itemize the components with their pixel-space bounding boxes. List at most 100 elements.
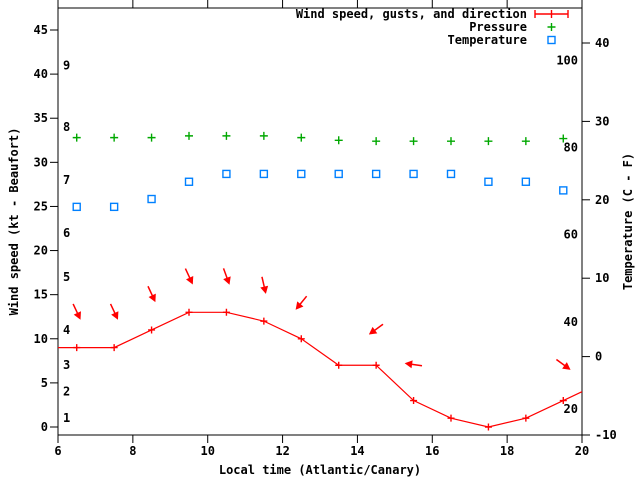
wind-arrow-head xyxy=(186,275,194,285)
pressure-marker xyxy=(334,136,343,145)
beaufort-scale-label: 7 xyxy=(63,173,70,187)
left-tick-label: 25 xyxy=(34,199,48,213)
right-tick-label: 30 xyxy=(595,114,609,128)
pressure-marker xyxy=(72,133,81,142)
temperature-marker xyxy=(521,177,531,186)
x-tick-label: 18 xyxy=(500,444,514,458)
temperature-marker xyxy=(446,169,456,179)
wind-direction-arrow xyxy=(109,303,119,320)
left-axis-title: Wind speed (kt - Beaufort) xyxy=(7,128,21,316)
right-tick-label: -10 xyxy=(595,428,617,442)
legend-label-2: Pressure xyxy=(469,20,527,34)
x-tick-label: 20 xyxy=(575,444,589,458)
wind-speed-marker xyxy=(447,414,455,422)
right-tick-label: 10 xyxy=(595,271,609,285)
x-tick-label: 10 xyxy=(200,444,214,458)
wind-direction-arrow xyxy=(184,268,194,285)
wind-speed-marker xyxy=(484,423,492,431)
wind-direction-arrow xyxy=(147,285,156,303)
right-axis-title: Temperature (C - F) xyxy=(621,153,635,290)
fahrenheit-scale-label: 20 xyxy=(564,402,578,416)
temperature-marker xyxy=(409,169,418,179)
wind-speed-line xyxy=(58,311,583,428)
pressure-marker xyxy=(110,133,119,142)
wind-direction-arrow xyxy=(222,268,231,285)
wind-direction-arrow xyxy=(555,358,571,370)
wind-speed-marker xyxy=(559,397,567,405)
legend-label-3: Temperature xyxy=(448,33,527,47)
pressure-marker xyxy=(297,133,306,142)
pressure-marker xyxy=(484,137,493,146)
temperature-marker xyxy=(371,169,381,179)
temperature-marker xyxy=(259,169,269,179)
beaufort-scale-label: 9 xyxy=(63,58,70,72)
x-tick-label: 14 xyxy=(350,444,364,458)
pressure-marker xyxy=(409,137,418,146)
wind-speed-marker xyxy=(148,326,156,334)
left-tick-label: 20 xyxy=(34,244,48,258)
x-axis-title: Local time (Atlantic/Canary) xyxy=(219,463,421,477)
wind-speed-marker xyxy=(260,317,268,325)
wind-arrow-head xyxy=(295,301,304,310)
x-tick-label: 6 xyxy=(54,444,61,458)
pressure-marker xyxy=(447,137,455,146)
wind-direction-arrow xyxy=(404,360,423,369)
legend-sample-pressure xyxy=(547,23,556,31)
beaufort-scale-label: 8 xyxy=(63,120,70,134)
pressure-marker xyxy=(559,134,568,143)
left-tick-label: 35 xyxy=(34,111,48,125)
wind-speed-marker xyxy=(73,344,81,352)
left-tick-label: 40 xyxy=(34,67,48,81)
plot-border xyxy=(57,7,583,436)
x-tick-label: 16 xyxy=(425,444,439,458)
pressure-marker xyxy=(147,133,156,142)
wind-speed-marker xyxy=(372,361,380,369)
pressure-marker xyxy=(222,131,231,140)
wind-arrow-head xyxy=(148,293,156,303)
beaufort-scale-label: 4 xyxy=(63,323,70,337)
wind-arrow-head xyxy=(404,360,413,369)
wind-speed-marker xyxy=(222,308,230,316)
right-tick-label: 20 xyxy=(595,193,609,207)
fahrenheit-scale-label: 80 xyxy=(564,141,578,155)
x-tick-label: 8 xyxy=(129,444,136,458)
legend-label-1: Wind speed, gusts, and direction xyxy=(296,7,527,21)
left-tick-label: 45 xyxy=(34,23,48,37)
wind-speed-marker xyxy=(185,308,193,316)
beaufort-scale-label: 2 xyxy=(63,385,70,399)
beaufort-scale-label: 3 xyxy=(63,358,70,372)
pressure-marker xyxy=(259,131,268,140)
wind-arrow-head xyxy=(223,276,231,285)
wind-arrow-head xyxy=(111,311,119,320)
fahrenheit-scale-label: 40 xyxy=(564,315,578,329)
temperature-marker xyxy=(109,202,119,212)
wind-direction-arrow xyxy=(72,303,81,320)
temperature-marker xyxy=(297,169,306,179)
beaufort-scale-label: 1 xyxy=(63,411,70,425)
fahrenheit-scale-label: 60 xyxy=(564,228,578,242)
wind-speed-marker xyxy=(410,397,418,405)
wind-speed-marker xyxy=(522,414,530,422)
x-tick-label: 12 xyxy=(275,444,289,458)
temperature-marker xyxy=(72,202,81,212)
wind-arrow-head xyxy=(562,362,571,370)
right-tick-label: 0 xyxy=(595,350,602,364)
temperature-marker xyxy=(484,177,493,186)
legend-sample-temperature xyxy=(547,35,556,45)
fahrenheit-scale-label: 100 xyxy=(556,53,578,67)
wind-arrow-head xyxy=(73,311,81,320)
left-tick-label: 15 xyxy=(34,288,48,302)
wind-direction-arrow xyxy=(368,323,384,335)
left-tick-label: 10 xyxy=(34,332,48,346)
wind-speed-marker xyxy=(297,335,305,343)
wind-direction-arrow xyxy=(295,295,308,310)
temperature-marker xyxy=(559,186,568,195)
pressure-marker xyxy=(372,137,381,146)
wind-arrow-head xyxy=(368,326,378,335)
temperature-marker xyxy=(334,169,343,179)
wind-speed-marker xyxy=(110,344,118,352)
beaufort-scale-label: 5 xyxy=(63,270,70,284)
left-tick-label: 30 xyxy=(34,155,48,169)
